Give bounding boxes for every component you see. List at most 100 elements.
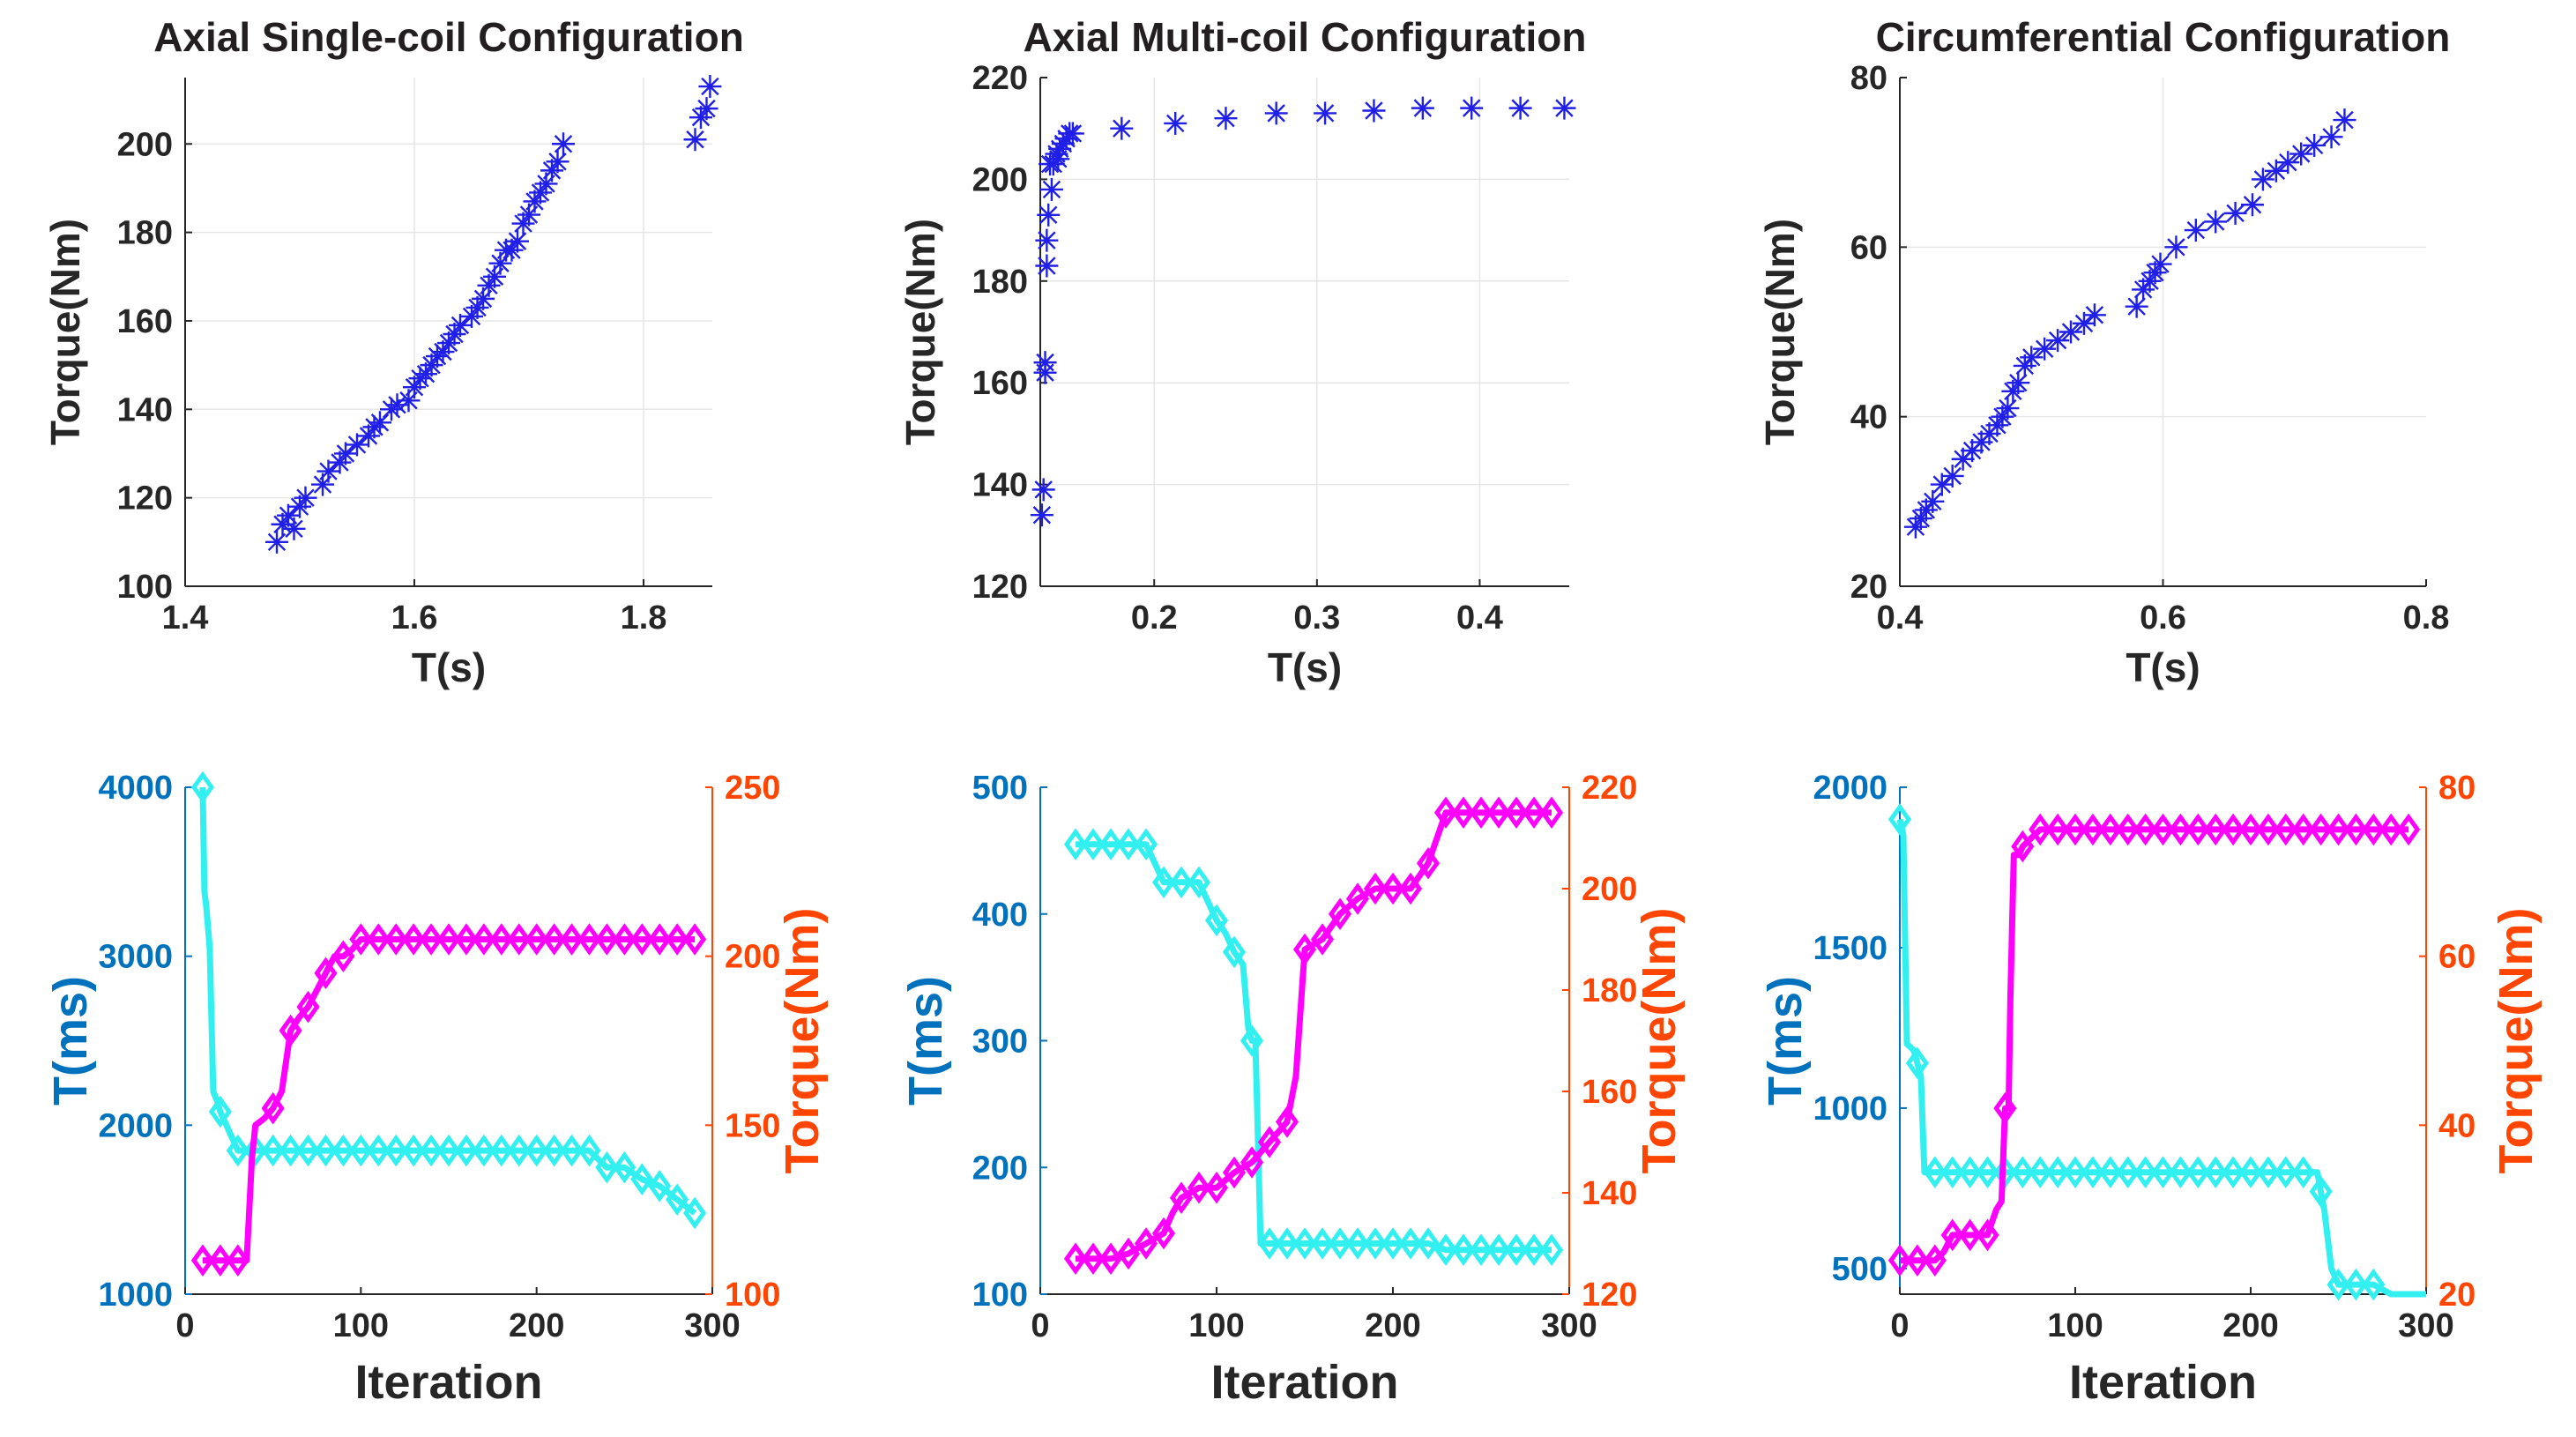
series-marker: [1381, 872, 1405, 905]
y-axis-label: Torque(Nm): [42, 219, 88, 445]
x-axis-label: T(s): [1268, 644, 1342, 690]
series-marker: [1958, 1156, 1982, 1189]
series-marker: [1940, 1156, 1964, 1189]
y-tick-label: 1000: [1813, 1091, 1887, 1128]
series-marker: [1151, 866, 1176, 899]
series-marker: [560, 1134, 584, 1167]
data-point: [1035, 254, 1059, 278]
x-tick-label: 0.4: [1456, 599, 1503, 637]
data-point: [1264, 101, 1288, 125]
series-marker: [261, 1134, 285, 1167]
series-marker: [279, 1014, 302, 1047]
series-marker: [2222, 1156, 2245, 1189]
chart-2: Axial Multi-coil Configuration 0.2 0.3 0.4 1…: [897, 14, 1586, 690]
y2-tick-label: 20: [2438, 1277, 2475, 1314]
data-point: [2020, 346, 2044, 369]
series-marker: [648, 1170, 672, 1202]
series-marker: [2256, 813, 2280, 846]
scatter-series: [265, 75, 722, 554]
series-marker: [2116, 813, 2140, 846]
gridlines: [1040, 78, 1569, 586]
series-marker: [577, 923, 601, 956]
series-marker: [2222, 813, 2245, 846]
x-tick-label: 0.4: [1877, 599, 1924, 637]
series-marker: [2029, 1156, 2052, 1189]
series-marker: [2151, 813, 2175, 846]
series-marker: [2081, 813, 2104, 846]
chart-1: Axial Single-coil Configuration 1.4 1.6 1.8…: [42, 14, 744, 690]
data-point: [420, 354, 443, 377]
y-tick-label: 3000: [98, 939, 173, 976]
data-point: [2289, 142, 2313, 166]
series-marker: [1976, 1218, 1999, 1252]
series-marker: [2063, 813, 2088, 846]
series-marker: [1345, 1227, 1370, 1260]
series-marker: [595, 1150, 619, 1184]
series-marker: [2238, 1156, 2263, 1189]
series-marker: [1539, 796, 1564, 830]
plot-area: [1900, 787, 2426, 1294]
y-tick-label: 200: [117, 126, 173, 163]
series-marker: [2011, 1156, 2035, 1189]
series-marker: [1940, 1218, 1964, 1252]
x-tick-label: 1.6: [391, 599, 438, 637]
series-marker: [402, 923, 426, 956]
series-marker: [2116, 1156, 2140, 1189]
series-marker: [2133, 1156, 2157, 1189]
series-marker: [314, 957, 338, 990]
series-marker: [507, 923, 531, 956]
data-point: [2240, 193, 2264, 217]
data-point: [2059, 320, 2083, 344]
data-point: [1362, 99, 1386, 123]
y-tick-label: 300: [972, 1024, 1028, 1061]
series-marker: [1522, 1233, 1546, 1266]
series-marker: [682, 1196, 707, 1230]
chart-title: Axial Single-coil Configuration: [153, 14, 744, 60]
series-marker: [367, 1134, 391, 1167]
series-marker: [2291, 813, 2315, 846]
series-marker: [1098, 1242, 1123, 1276]
series-marker: [2098, 813, 2122, 846]
series-marker: [1976, 1156, 1999, 1189]
series-marker: [682, 923, 707, 956]
x-tick-label: 0.3: [1293, 599, 1340, 637]
scatter-series: [1903, 108, 2356, 539]
data-point: [523, 190, 547, 213]
x-tick-label: 0: [1031, 1307, 1049, 1344]
series-marker: [1257, 1227, 1282, 1260]
data-point: [316, 459, 340, 483]
x-axis-label: T(s): [2126, 644, 2200, 690]
series-marker: [419, 1134, 443, 1167]
series-marker: [2327, 813, 2350, 846]
x-axis-label: Iteration: [2069, 1356, 2257, 1409]
series-marker: [1345, 882, 1370, 915]
data-point: [1314, 101, 1337, 125]
x-tick-label: 100: [1188, 1307, 1244, 1344]
y-tick-label: 500: [1832, 1251, 1887, 1288]
y-tick-label: 200: [972, 1150, 1028, 1187]
y-tick-label: 400: [972, 897, 1028, 934]
series-marker: [2081, 1156, 2104, 1189]
series-marker: [2309, 1175, 2333, 1208]
x-axis-label: Iteration: [1210, 1356, 1398, 1409]
series-marker: [1310, 1227, 1335, 1260]
series-marker: [2186, 1156, 2210, 1189]
series-marker: [2362, 813, 2386, 846]
series-marker: [507, 1134, 531, 1167]
series-marker: [2256, 1156, 2280, 1189]
y2-tick-label: 40: [2438, 1107, 2475, 1144]
series-marker: [1416, 1227, 1441, 1260]
data-point: [683, 128, 707, 152]
series-marker: [1398, 872, 1423, 905]
series-marker: [1240, 1024, 1264, 1057]
data-point: [1460, 96, 1484, 120]
series-marker: [1116, 1237, 1141, 1270]
x-axis-label: T(s): [412, 644, 486, 690]
series-marker: [1363, 872, 1388, 905]
chart-6: 0 100 200 300 500 1000 1500 2000 Iteration T(ms) 2…: [1759, 770, 2542, 1409]
series-marker: [1504, 796, 1529, 830]
data-point: [265, 530, 288, 554]
x-tick-label: 0.6: [2140, 599, 2186, 637]
data-point: [1110, 116, 1134, 140]
series-marker: [1381, 1227, 1405, 1260]
